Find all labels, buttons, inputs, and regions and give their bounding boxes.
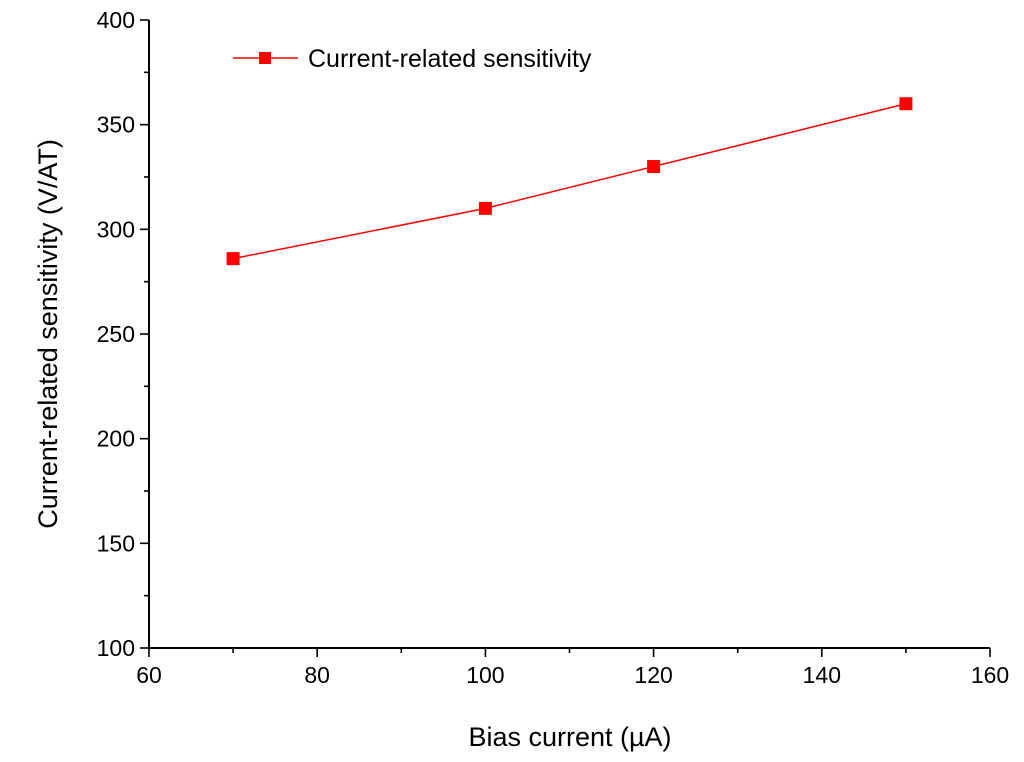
legend-marker bbox=[259, 52, 271, 64]
y-tick-label: 200 bbox=[97, 426, 135, 452]
x-tick-label: 60 bbox=[136, 662, 162, 688]
data-point bbox=[478, 201, 492, 215]
series-line bbox=[232, 103, 907, 260]
ticks bbox=[140, 19, 991, 657]
x-axis-title: Bias current (µA) bbox=[468, 722, 671, 752]
x-tick-label: 120 bbox=[634, 662, 672, 688]
data-point bbox=[647, 160, 661, 174]
data-point bbox=[226, 252, 240, 266]
tick-labels: 60 80 100 120 140 160 100 150 200 250 300 350 400 bbox=[97, 7, 1010, 688]
x-tick-label: 140 bbox=[803, 662, 841, 688]
x-tick-label: 80 bbox=[304, 662, 330, 688]
plot-area bbox=[226, 97, 913, 266]
y-tick-label: 250 bbox=[97, 321, 135, 347]
y-tick-label: 300 bbox=[97, 216, 135, 242]
legend-label: Current-related sensitivity bbox=[308, 45, 592, 73]
y-tick-label: 400 bbox=[97, 7, 135, 33]
legend: Current-related sensitivity bbox=[233, 45, 592, 73]
y-tick-label: 350 bbox=[97, 112, 135, 138]
x-tick-label: 160 bbox=[971, 662, 1009, 688]
y-axis-title: Current-related sensitivity (V/AT) bbox=[33, 139, 63, 529]
y-tick-label: 150 bbox=[97, 530, 135, 556]
x-tick-label: 100 bbox=[466, 662, 504, 688]
data-point bbox=[899, 97, 913, 111]
y-tick-label: 100 bbox=[97, 635, 135, 661]
